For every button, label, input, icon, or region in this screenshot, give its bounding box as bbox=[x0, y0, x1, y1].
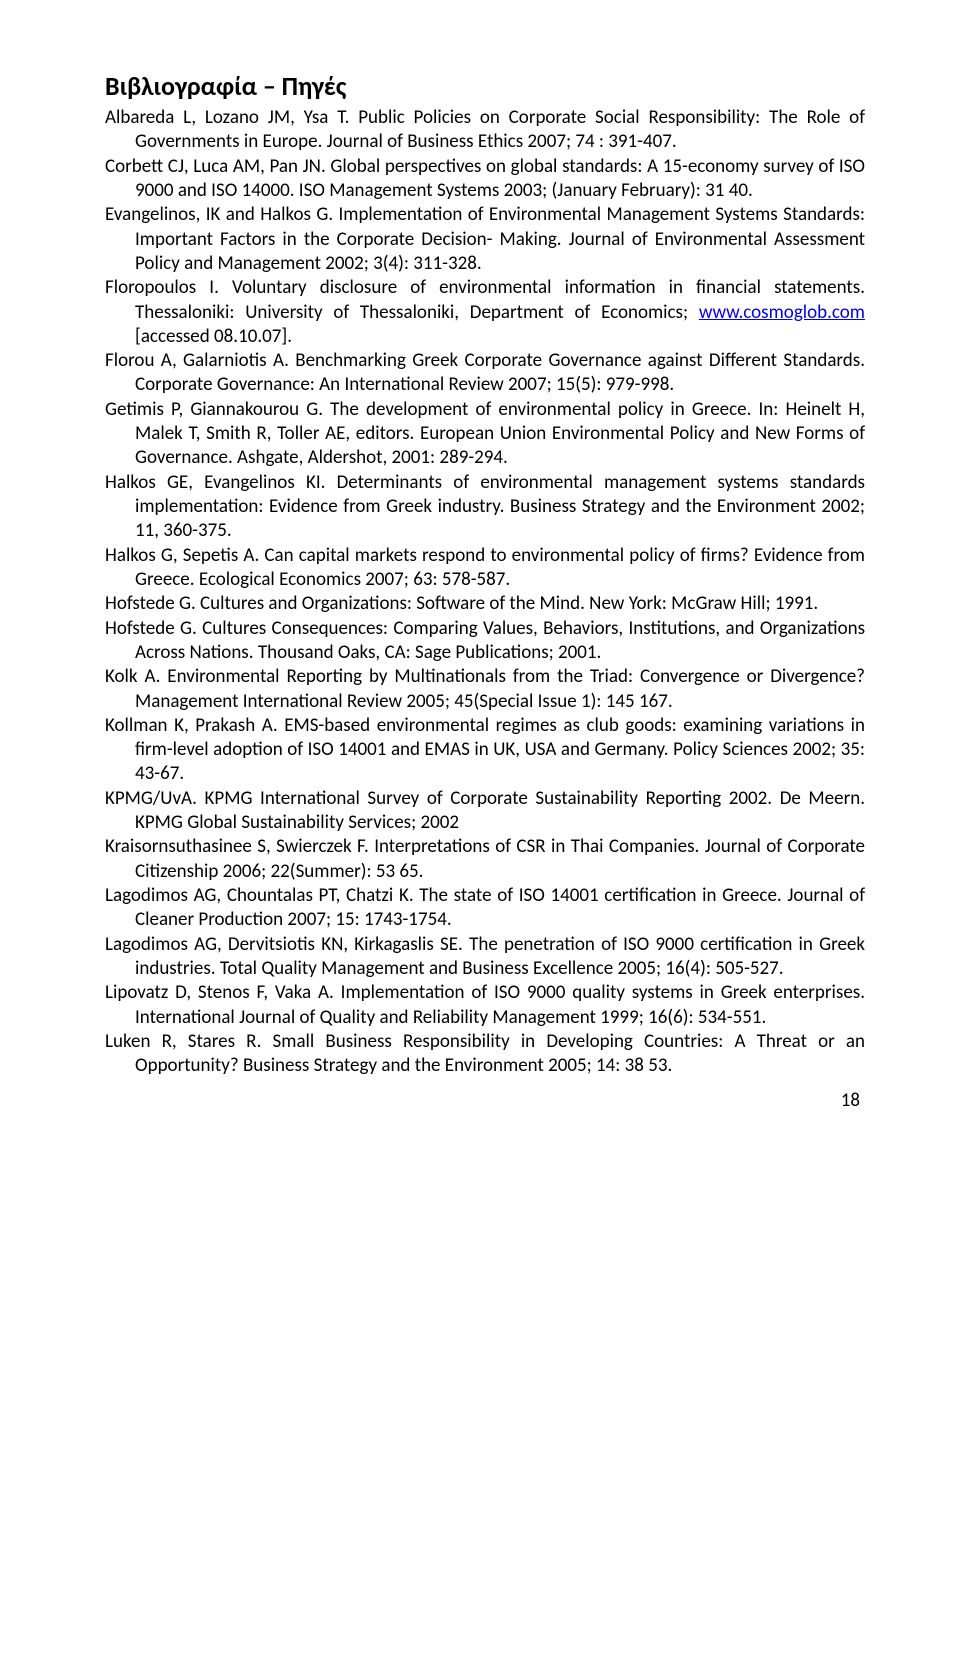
reference-item: Florou A, Galarniotis A. Benchmarking Gr… bbox=[105, 349, 865, 398]
reference-item: Corbett CJ, Luca AM, Pan JN. Global pers… bbox=[105, 155, 865, 204]
reference-item: Halkos GE, Evangelinos KI. Determinants … bbox=[105, 471, 865, 544]
reference-link[interactable]: www.cosmoglob.com bbox=[699, 301, 865, 324]
reference-text: [accessed 08.10.07]. bbox=[135, 325, 292, 348]
reference-item: Lagodimos AG, Chountalas PT, Chatzi K. T… bbox=[105, 884, 865, 933]
reference-item: Hofstede G. Cultures and Organizations: … bbox=[105, 592, 865, 616]
reference-item: Kraisornsuthasinee S, Swierczek F. Inter… bbox=[105, 835, 865, 884]
reference-item: Evangelinos, IK and Halkos G. Implementa… bbox=[105, 203, 865, 276]
reference-item: Floropoulos I. Voluntary disclosure of e… bbox=[105, 276, 865, 349]
reference-item: Lipovatz D, Stenos F, Vaka A. Implementa… bbox=[105, 981, 865, 1030]
reference-item: KPMG/UvA. KPMG International Survey of C… bbox=[105, 787, 865, 836]
page-number: 18 bbox=[105, 1089, 865, 1112]
references-list: Albareda L, Lozano JM, Ysa T. Public Pol… bbox=[105, 106, 865, 1079]
reference-item: Kolk A. Environmental Reporting by Multi… bbox=[105, 665, 865, 714]
reference-item: Lagodimos AG, Dervitsiotis KN, Kirkagasl… bbox=[105, 933, 865, 982]
reference-item: Halkos G, Sepetis A. Can capital markets… bbox=[105, 544, 865, 593]
reference-item: Luken R, Stares R. Small Business Respon… bbox=[105, 1030, 865, 1079]
reference-item: Kollman K, Prakash A. EMS-based environm… bbox=[105, 714, 865, 787]
document-page: Βιβλιογραφία – Πηγές Albareda L, Lozano … bbox=[0, 0, 960, 1152]
bibliography-heading: Βιβλιογραφία – Πηγές bbox=[105, 70, 865, 102]
reference-item: Getimis P, Giannakourou G. The developme… bbox=[105, 398, 865, 471]
reference-item: Albareda L, Lozano JM, Ysa T. Public Pol… bbox=[105, 106, 865, 155]
reference-item: Hofstede G. Cultures Consequences: Compa… bbox=[105, 617, 865, 666]
